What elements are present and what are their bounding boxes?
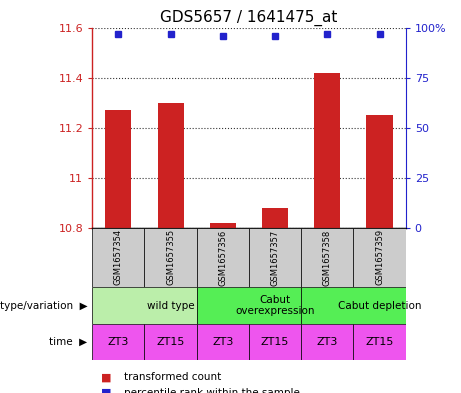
Text: Cabut depletion: Cabut depletion bbox=[338, 301, 421, 310]
Bar bbox=[210, 223, 236, 228]
Text: GSM1657358: GSM1657358 bbox=[323, 229, 332, 286]
Text: GSM1657355: GSM1657355 bbox=[166, 230, 175, 285]
Text: Cabut
overexpression: Cabut overexpression bbox=[235, 295, 315, 316]
Bar bbox=[92, 324, 144, 360]
Bar bbox=[354, 324, 406, 360]
Text: transformed count: transformed count bbox=[124, 372, 222, 382]
Bar bbox=[314, 73, 340, 228]
Bar bbox=[92, 228, 144, 287]
Bar bbox=[301, 324, 354, 360]
Title: GDS5657 / 1641475_at: GDS5657 / 1641475_at bbox=[160, 10, 337, 26]
Text: ZT3: ZT3 bbox=[107, 337, 129, 347]
Text: time  ▶: time ▶ bbox=[49, 337, 88, 347]
Text: ZT15: ZT15 bbox=[366, 337, 394, 347]
Bar bbox=[366, 115, 393, 228]
Text: ZT3: ZT3 bbox=[212, 337, 234, 347]
Text: GSM1657359: GSM1657359 bbox=[375, 230, 384, 285]
Text: percentile rank within the sample: percentile rank within the sample bbox=[124, 388, 301, 393]
Text: GSM1657356: GSM1657356 bbox=[219, 229, 227, 286]
Text: wild type: wild type bbox=[147, 301, 195, 310]
Bar bbox=[197, 287, 301, 324]
Bar bbox=[158, 103, 183, 228]
Bar bbox=[92, 287, 197, 324]
Text: genotype/variation  ▶: genotype/variation ▶ bbox=[0, 301, 88, 310]
Bar bbox=[354, 228, 406, 287]
Bar bbox=[144, 228, 197, 287]
Bar bbox=[197, 228, 249, 287]
Text: ZT3: ZT3 bbox=[317, 337, 338, 347]
Text: ■: ■ bbox=[101, 388, 112, 393]
Bar bbox=[105, 110, 131, 228]
Bar bbox=[262, 208, 288, 228]
Bar bbox=[301, 287, 406, 324]
Bar bbox=[249, 324, 301, 360]
Bar bbox=[197, 324, 249, 360]
Bar bbox=[144, 324, 197, 360]
Text: ZT15: ZT15 bbox=[156, 337, 185, 347]
Text: ■: ■ bbox=[101, 372, 112, 382]
Text: ZT15: ZT15 bbox=[261, 337, 289, 347]
Bar bbox=[249, 228, 301, 287]
Text: GSM1657357: GSM1657357 bbox=[271, 229, 279, 286]
Text: GSM1657354: GSM1657354 bbox=[114, 230, 123, 285]
Bar bbox=[301, 228, 354, 287]
